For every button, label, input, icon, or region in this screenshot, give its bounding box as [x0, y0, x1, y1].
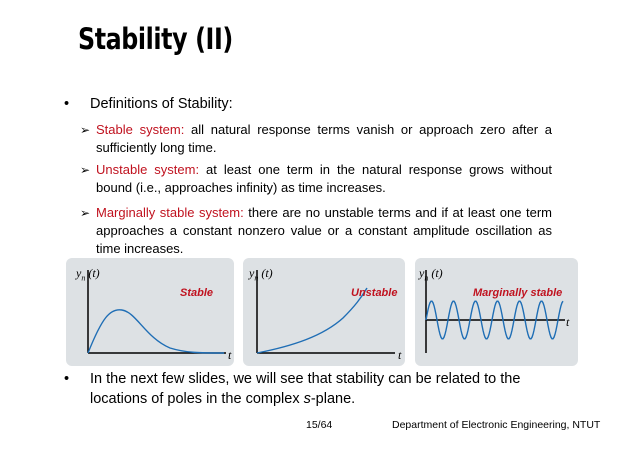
marginal-plot: [425, 270, 565, 353]
unstable-term: Unstable system:: [96, 162, 200, 177]
unstable-text: at least one term in the natural respons…: [96, 162, 552, 195]
bullet-poles-line2-pre: locations of poles in the complex: [90, 391, 304, 407]
marginal-plot-panel: yn (t) t Marginally stable: [415, 258, 578, 366]
bullet-poles-line1: In the next few slides, we will see that…: [90, 371, 521, 387]
x-axis-label: t: [566, 315, 570, 329]
stable-curve: [87, 309, 225, 354]
slide-title: Stability (II): [78, 22, 233, 56]
unstable-plot: [256, 270, 395, 354]
unstable-plot-panel: yn (t) t Unstable: [243, 258, 405, 366]
y-axis-label: yn (t): [249, 266, 273, 283]
y-axis-label: yn (t): [76, 266, 100, 283]
marginal-label: Marginally stable: [473, 287, 563, 299]
stable-plot-panel: yn (t) t Stable: [66, 258, 234, 366]
arrow-bullet-icon: ➢: [80, 206, 91, 220]
stable-plot: [87, 270, 226, 354]
marginal-curve: [425, 300, 564, 340]
bullet-poles-s: s: [303, 391, 311, 407]
arrow-bullet-icon: ➢: [80, 123, 91, 137]
stable-term: Stable system:: [96, 122, 185, 137]
marginal-term: Marginally stable system:: [96, 205, 244, 220]
stable-text: all natural response terms vanish or app…: [96, 122, 552, 155]
arrow-bullet-icon: ➢: [80, 163, 91, 177]
unstable-label: Unstable: [351, 287, 398, 299]
x-axis-label: t: [228, 348, 232, 362]
unstable-curve: [256, 287, 368, 354]
bullet-definitions: • Definitions of Stability:: [64, 96, 233, 112]
marginal-definition: ➢ Marginally stable system: there are no…: [80, 204, 552, 258]
department-footer: Department of Electronic Engineering, NT…: [392, 419, 601, 431]
unstable-definition: ➢ Unstable system: at least one term in …: [80, 161, 552, 197]
bullet-poles: • In the next few slides, we will see th…: [64, 369, 520, 409]
stable-definition: ➢ Stable system: all natural response te…: [80, 121, 552, 157]
stable-label: Stable: [180, 287, 214, 299]
marginal-text: there are no unstable terms and if at le…: [96, 205, 552, 256]
x-axis-label: t: [398, 348, 402, 362]
bullet-icon: •: [64, 371, 70, 387]
y-axis-label: yn (t): [419, 266, 443, 283]
bullet-poles-line2-post: -plane.: [310, 391, 356, 407]
page-number: 15/64: [306, 419, 333, 431]
bullet-icon: •: [64, 96, 70, 112]
bullet-definitions-text: Definitions of Stability:: [90, 96, 233, 112]
